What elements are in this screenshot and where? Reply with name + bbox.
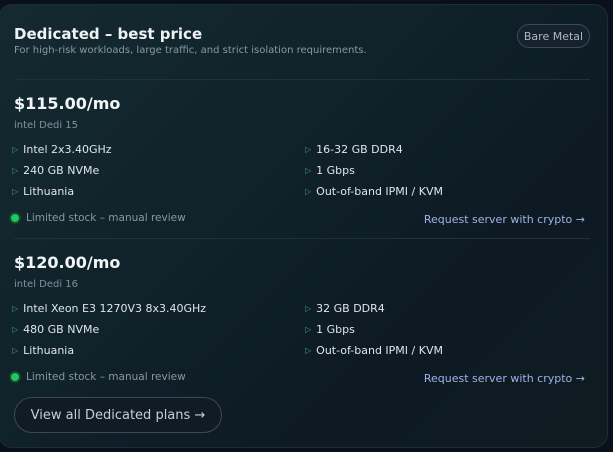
spec-item: ▷ Intel 2x3.40GHz [12, 143, 112, 156]
status-dot-icon [11, 373, 19, 381]
spec-text: Out-of-band IPMI / KVM [316, 344, 443, 357]
triangle-right-icon: ▷ [305, 166, 312, 175]
spec-item: ▷ Lithuania [12, 344, 74, 357]
triangle-right-icon: ▷ [305, 325, 312, 334]
stock-status: Limited stock – manual review [11, 371, 186, 383]
spec-text: Lithuania [23, 344, 75, 357]
stock-status: Limited stock – manual review [11, 212, 186, 224]
spec-item: ▷ 32 GB DDR4 [305, 302, 385, 315]
spec-text: Out-of-band IPMI / KVM [316, 185, 443, 198]
spec-item: ▷ Intel Xeon E3 1270V3 8x3.40GHz [12, 302, 206, 315]
triangle-right-icon: ▷ [305, 304, 312, 313]
spec-text: Lithuania [23, 185, 75, 198]
plan-name: intel Dedi 15 [14, 120, 79, 131]
triangle-right-icon: ▷ [305, 346, 312, 355]
triangle-right-icon: ▷ [12, 325, 19, 334]
status-text: Limited stock – manual review [26, 371, 186, 383]
plan-price: $115.00/mo [14, 94, 121, 113]
divider [14, 238, 590, 239]
plan-price: $120.00/mo [14, 253, 121, 272]
triangle-right-icon: ▷ [12, 346, 19, 355]
spec-item: ▷ Out-of-band IPMI / KVM [305, 344, 443, 357]
triangle-right-icon: ▷ [12, 166, 19, 175]
spec-text: Intel Xeon E3 1270V3 8x3.40GHz [23, 302, 207, 315]
spec-text: 1 Gbps [316, 164, 355, 177]
spec-item: ▷ 1 Gbps [305, 323, 355, 336]
request-server-link[interactable]: Request server with crypto → [423, 372, 585, 385]
spec-text: 480 GB NVMe [23, 323, 100, 336]
dedicated-card: Dedicated – best price For high-risk wor… [0, 4, 608, 448]
spec-item: ▷ 240 GB NVMe [12, 164, 99, 177]
spec-item: ▷ 16-32 GB DDR4 [305, 143, 403, 156]
spec-text: 32 GB DDR4 [316, 302, 385, 315]
divider [14, 79, 590, 80]
bare-metal-badge: Bare Metal [517, 24, 590, 48]
spec-text: 1 Gbps [316, 323, 355, 336]
card-title: Dedicated – best price [14, 25, 203, 43]
spec-item: ▷ 1 Gbps [305, 164, 355, 177]
spec-text: Intel 2x3.40GHz [23, 143, 112, 156]
triangle-right-icon: ▷ [12, 145, 19, 154]
status-dot-icon [11, 214, 19, 222]
triangle-right-icon: ▷ [12, 187, 19, 196]
view-all-dedicated-button[interactable]: View all Dedicated plans → [14, 397, 222, 433]
spec-text: 240 GB NVMe [23, 164, 100, 177]
plan-name: intel Dedi 16 [14, 279, 79, 290]
triangle-right-icon: ▷ [305, 145, 312, 154]
spec-item: ▷ 480 GB NVMe [12, 323, 99, 336]
status-text: Limited stock – manual review [26, 212, 186, 224]
triangle-right-icon: ▷ [12, 304, 19, 313]
spec-text: 16-32 GB DDR4 [316, 143, 403, 156]
request-server-link[interactable]: Request server with crypto → [423, 213, 585, 226]
spec-item: ▷ Lithuania [12, 185, 74, 198]
spec-item: ▷ Out-of-band IPMI / KVM [305, 185, 443, 198]
card-subtitle: For high-risk workloads, large traffic, … [14, 45, 367, 56]
triangle-right-icon: ▷ [305, 187, 312, 196]
